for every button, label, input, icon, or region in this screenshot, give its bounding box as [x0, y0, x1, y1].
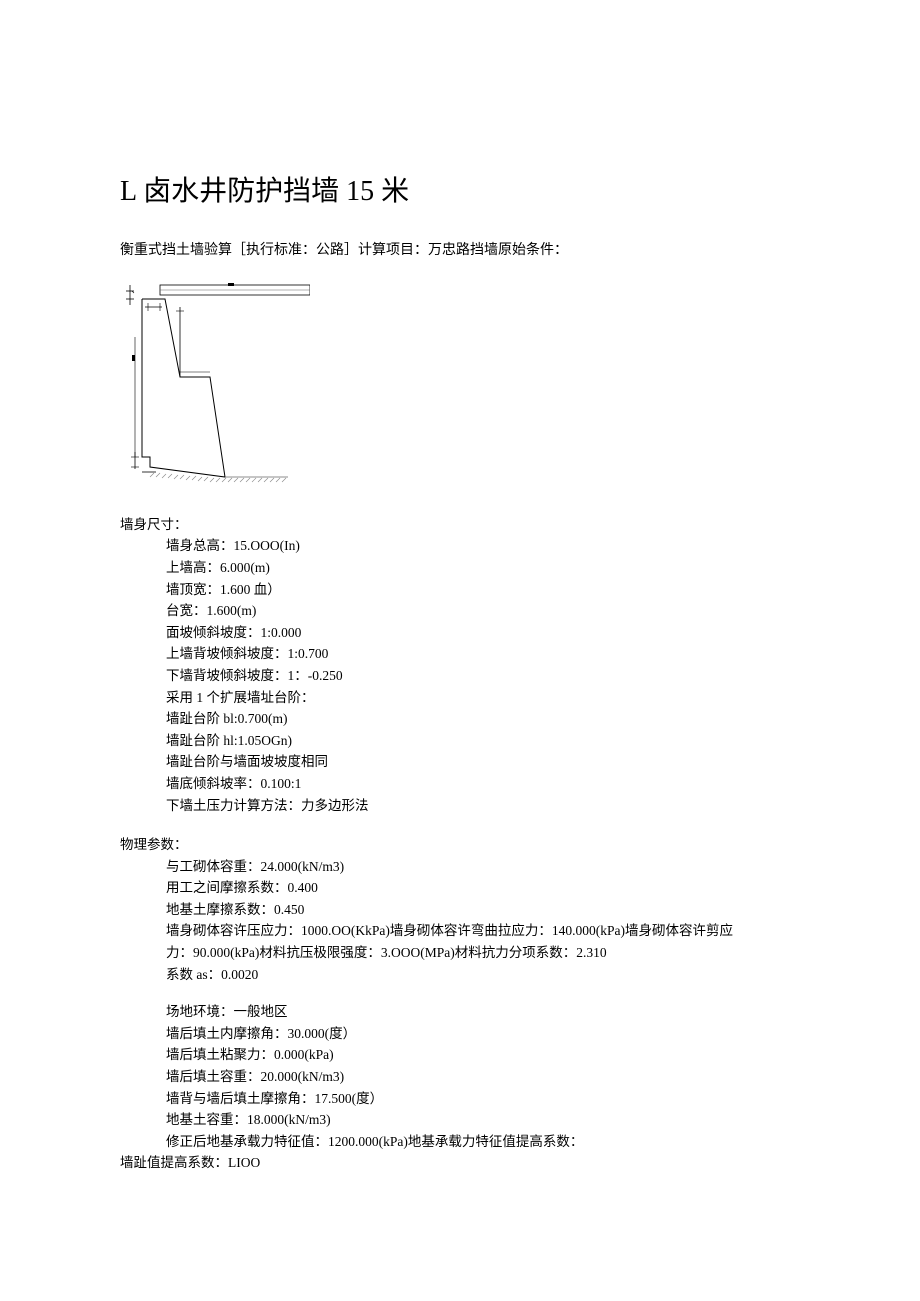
param-line: 墙身砌体容许压应力：1000.OO(KkPa)墙身砌体容许弯曲拉应力：140.0… [166, 920, 800, 942]
param-line: 与工砌体容重：24.000(kN/m3) [166, 856, 800, 878]
param-line: 力：90.000(kPa)材料抗压极限强度：3.OOO(MPa)材料抗力分项系数… [166, 942, 800, 964]
param-line: 地基土容重：18.000(kN/m3) [166, 1109, 800, 1131]
document-page: L 卤水井防护挡墙 15 米 衡重式挡土墙验算［执行标准：公路］计算项目：万忠路… [0, 0, 920, 1234]
param-line-sub: 墙趾值提高系数：LIOO [120, 1152, 800, 1174]
param-line: 墙趾台阶 hl:1.05OGn) [166, 730, 800, 752]
param-line: 墙后填土内摩擦角：30.000(度） [166, 1023, 800, 1045]
param-line: 地基土摩擦系数：0.450 [166, 899, 800, 921]
param-line: 墙背与墙后填土摩擦角：17.500(度） [166, 1088, 800, 1110]
param-line: 场地环境：一般地区 [166, 1001, 800, 1023]
param-line: 采用 1 个扩展墙址台阶： [166, 687, 800, 709]
param-line: 墙后填土容重：20.000(kN/m3) [166, 1066, 800, 1088]
subtitle-text: 衡重式挡土墙验算［执行标准：公路］计算项目：万忠路挡墙原始条件： [120, 240, 800, 262]
section-heading-physical-params: 物理参数： [120, 834, 800, 856]
param-line: 墙趾台阶 bl:0.700(m) [166, 708, 800, 730]
param-line: 用工之间摩擦系数：0.400 [166, 877, 800, 899]
param-line: 墙底倾斜坡率：0.100:1 [166, 773, 800, 795]
param-line: 下墙背坡倾斜坡度：1：-0.250 [166, 665, 800, 687]
param-line: 修正后地基承载力特征值：1200.000(kPa)地基承载力特征值提高系数： [166, 1131, 800, 1153]
physical-params-group1: 与工砌体容重：24.000(kN/m3) 用工之间摩擦系数：0.400 地基土摩… [166, 856, 800, 986]
page-title: L 卤水井防护挡墙 15 米 [120, 170, 800, 215]
param-line: 上墙背坡倾斜坡度：1:0.700 [166, 643, 800, 665]
param-line: 墙顶宽：1.600 血） [166, 579, 800, 601]
param-line: 系数 as：0.0020 [166, 964, 800, 986]
wall-dimensions-list: 墙身总高：15.OOO(In) 上墙高：6.000(m) 墙顶宽：1.600 血… [166, 535, 800, 816]
param-line: 墙趾台阶与墙面坡坡度相同 [166, 751, 800, 773]
param-line: 面坡倾斜坡度：1:0.000 [166, 622, 800, 644]
section-heading-wall-dimensions: 墙身尺寸： [120, 514, 800, 536]
param-line: 墙后填土粘聚力：0.000(kPa) [166, 1044, 800, 1066]
diagram-svg [120, 277, 310, 487]
physical-params-group2: 场地环境：一般地区 墙后填土内摩擦角：30.000(度） 墙后填土粘聚力：0.0… [166, 1001, 800, 1152]
param-line: 台宽：1.600(m) [166, 600, 800, 622]
param-line: 上墙高：6.000(m) [166, 557, 800, 579]
param-line: 下墙土压力计算方法：力多边形法 [166, 795, 800, 817]
wall-diagram [120, 277, 800, 494]
param-line: 墙身总高：15.OOO(In) [166, 535, 800, 557]
